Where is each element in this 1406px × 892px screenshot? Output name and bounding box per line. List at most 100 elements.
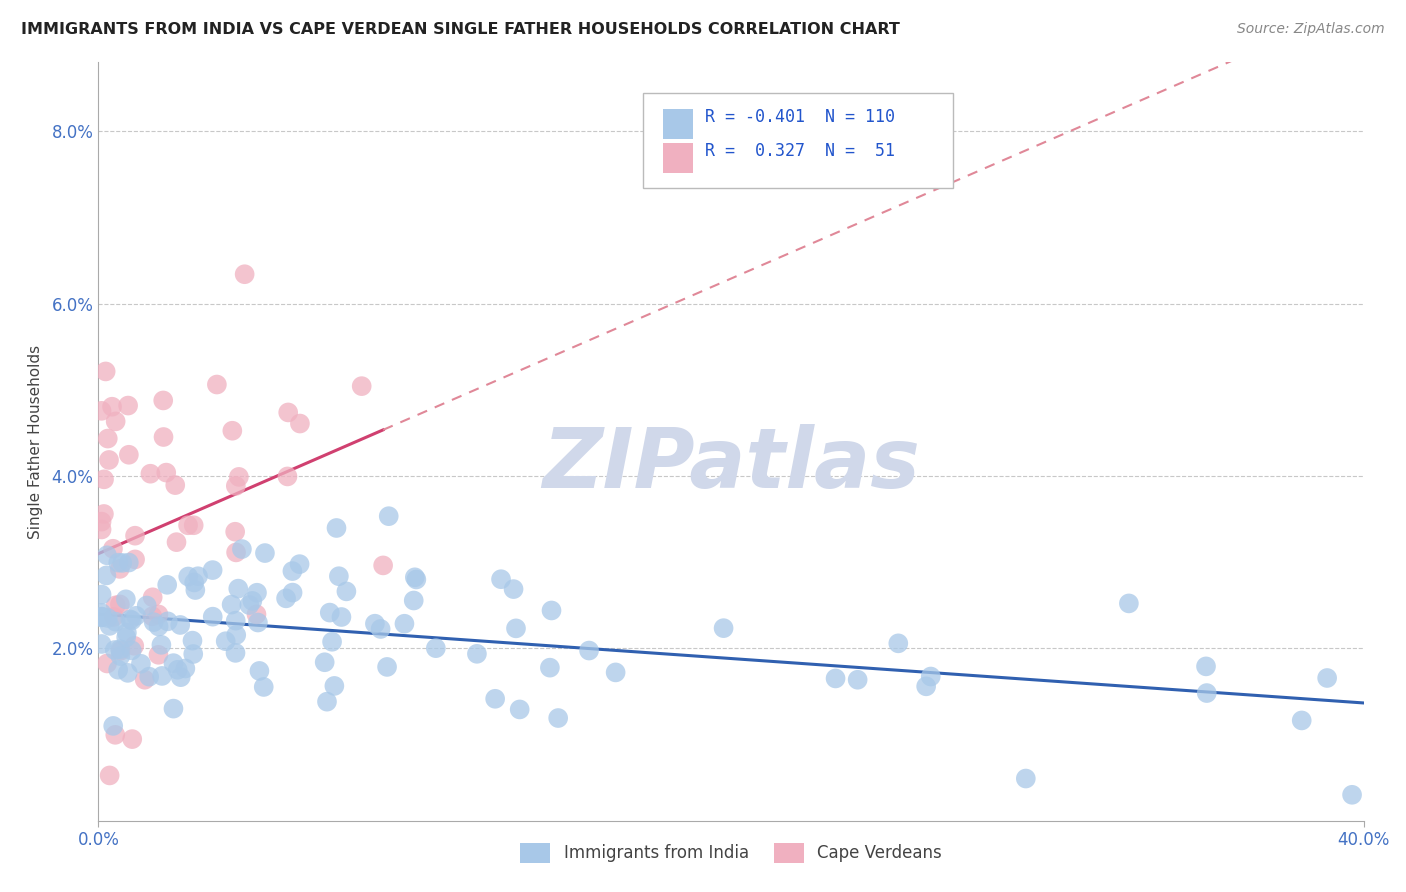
Point bbox=[138, 670, 160, 684]
Point bbox=[110, 649, 132, 664]
Point bbox=[370, 622, 392, 636]
Point bbox=[155, 466, 177, 480]
Point bbox=[319, 606, 342, 620]
Point bbox=[96, 657, 118, 671]
FancyBboxPatch shape bbox=[662, 109, 693, 139]
Point bbox=[330, 610, 353, 624]
Point bbox=[152, 430, 174, 444]
Legend: Immigrants from India, Cape Verdeans: Immigrants from India, Cape Verdeans bbox=[513, 837, 949, 869]
Point bbox=[276, 469, 298, 483]
Point bbox=[90, 610, 112, 624]
Point bbox=[117, 399, 139, 413]
Point bbox=[90, 606, 112, 620]
Point bbox=[90, 609, 112, 624]
Point bbox=[148, 607, 170, 622]
Point bbox=[108, 598, 131, 612]
Point bbox=[1118, 596, 1140, 610]
Point bbox=[135, 599, 157, 613]
Point bbox=[94, 364, 117, 378]
Point bbox=[183, 575, 205, 590]
Point bbox=[201, 563, 224, 577]
Point bbox=[97, 611, 120, 625]
Point bbox=[98, 768, 121, 782]
Text: R =  0.327  N =  51: R = 0.327 N = 51 bbox=[704, 142, 894, 161]
Point bbox=[139, 467, 162, 481]
Point bbox=[129, 657, 152, 671]
Point bbox=[90, 515, 112, 529]
Point bbox=[915, 679, 938, 693]
Point bbox=[117, 665, 139, 680]
Point bbox=[120, 612, 142, 626]
Point bbox=[226, 582, 249, 596]
Point bbox=[394, 616, 416, 631]
Text: Source: ZipAtlas.com: Source: ZipAtlas.com bbox=[1237, 22, 1385, 37]
Point bbox=[404, 570, 426, 584]
Point bbox=[170, 670, 193, 684]
Point bbox=[277, 405, 299, 419]
Point bbox=[118, 556, 141, 570]
Point bbox=[605, 665, 627, 680]
Point bbox=[231, 542, 253, 557]
Point bbox=[148, 619, 170, 633]
Point bbox=[181, 633, 204, 648]
Point bbox=[90, 610, 112, 624]
Point bbox=[103, 719, 125, 733]
Point bbox=[121, 643, 143, 657]
Point bbox=[288, 417, 311, 431]
Point bbox=[141, 609, 163, 624]
Point bbox=[177, 569, 200, 583]
Point bbox=[121, 732, 143, 747]
Point bbox=[142, 591, 165, 605]
Point bbox=[162, 656, 184, 670]
Point bbox=[578, 643, 600, 657]
Point bbox=[181, 647, 204, 661]
Point bbox=[253, 680, 276, 694]
Point bbox=[177, 518, 200, 533]
Point bbox=[156, 578, 179, 592]
Point bbox=[98, 453, 121, 467]
Y-axis label: Single Father Households: Single Father Households bbox=[28, 344, 44, 539]
Point bbox=[1195, 659, 1218, 673]
Point bbox=[281, 585, 304, 599]
Point bbox=[142, 615, 165, 629]
Point bbox=[97, 432, 120, 446]
Point bbox=[98, 619, 121, 633]
Point bbox=[377, 509, 399, 524]
Text: IMMIGRANTS FROM INDIA VS CAPE VERDEAN SINGLE FATHER HOUSEHOLDS CORRELATION CHART: IMMIGRANTS FROM INDIA VS CAPE VERDEAN SI… bbox=[21, 22, 900, 37]
Point bbox=[150, 638, 173, 652]
Point bbox=[824, 672, 846, 686]
Point bbox=[465, 647, 488, 661]
Point bbox=[225, 479, 247, 493]
Point bbox=[107, 663, 129, 677]
Point bbox=[221, 424, 243, 438]
Point bbox=[371, 558, 394, 573]
Point bbox=[93, 507, 115, 521]
Point bbox=[183, 518, 205, 533]
Point bbox=[325, 521, 347, 535]
Point bbox=[246, 615, 269, 630]
Point bbox=[103, 610, 125, 624]
Point bbox=[108, 562, 131, 576]
Point bbox=[184, 582, 207, 597]
Point bbox=[228, 470, 250, 484]
Point bbox=[108, 642, 131, 657]
Point bbox=[115, 625, 138, 640]
Point bbox=[225, 545, 247, 559]
Point bbox=[148, 648, 170, 662]
Point bbox=[205, 377, 228, 392]
Point bbox=[122, 639, 145, 653]
Point bbox=[1341, 788, 1364, 802]
Point bbox=[96, 548, 118, 562]
Point bbox=[169, 618, 191, 632]
Point bbox=[547, 711, 569, 725]
Point bbox=[350, 379, 373, 393]
Text: R = -0.401  N = 110: R = -0.401 N = 110 bbox=[704, 108, 894, 126]
Point bbox=[166, 535, 188, 549]
Point bbox=[246, 585, 269, 599]
Point bbox=[125, 608, 148, 623]
Point bbox=[364, 616, 387, 631]
Point bbox=[281, 564, 304, 578]
Point bbox=[156, 615, 179, 629]
Point bbox=[134, 673, 156, 687]
Point bbox=[118, 448, 141, 462]
